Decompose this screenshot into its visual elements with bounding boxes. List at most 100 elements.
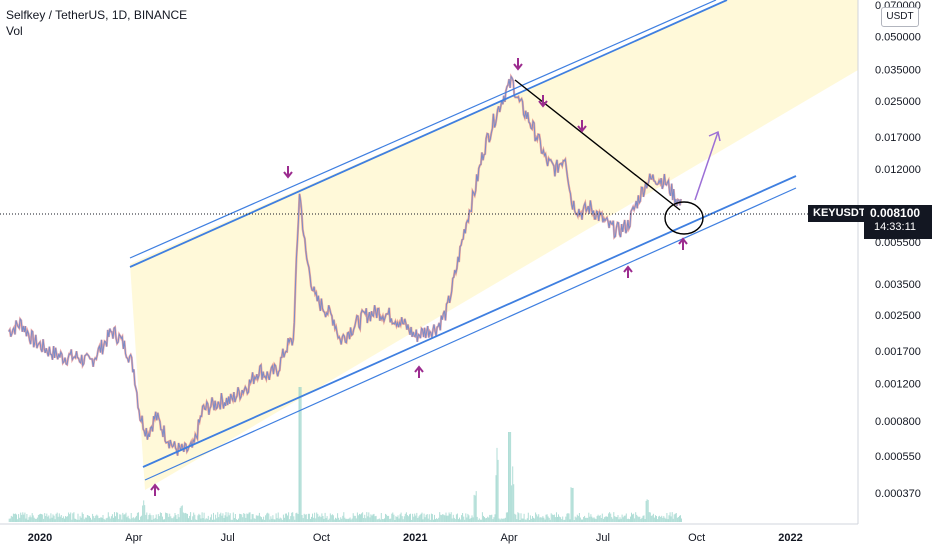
volume-bar bbox=[123, 514, 125, 522]
volume-bar bbox=[411, 519, 413, 522]
volume-bar bbox=[19, 517, 21, 522]
currency-button[interactable]: USDT bbox=[881, 7, 919, 27]
volume-bar bbox=[115, 516, 116, 522]
volume-bar bbox=[584, 515, 586, 522]
volume-bar bbox=[111, 514, 113, 522]
volume-bar bbox=[487, 516, 489, 522]
volume-bar bbox=[572, 487, 574, 522]
volume-bar bbox=[505, 512, 507, 522]
volume-bar bbox=[244, 514, 246, 522]
volume-bar bbox=[470, 517, 472, 522]
volume-bar bbox=[590, 514, 592, 522]
volume-bar bbox=[635, 512, 637, 522]
x-tick-label: 2021 bbox=[403, 532, 427, 544]
volume-bar bbox=[172, 518, 174, 522]
x-tick-label: Apr bbox=[500, 532, 517, 544]
volume-bar bbox=[120, 514, 122, 522]
volume-bar bbox=[540, 517, 542, 522]
volume-bar bbox=[658, 516, 660, 522]
volume-bar bbox=[18, 514, 20, 522]
volume-bar bbox=[650, 515, 652, 522]
volume-bar bbox=[173, 516, 175, 522]
volume-bar bbox=[269, 519, 271, 522]
volume-bar bbox=[303, 513, 305, 522]
volume-bar bbox=[442, 514, 444, 522]
volume-bar bbox=[465, 513, 467, 522]
volume-bar bbox=[643, 515, 645, 522]
volume-bar bbox=[549, 519, 551, 522]
volume-bar bbox=[405, 512, 407, 522]
volume-bar bbox=[97, 515, 99, 522]
volume-bar bbox=[159, 512, 161, 522]
volume-bar bbox=[612, 518, 614, 522]
volume-bar bbox=[142, 505, 144, 522]
volume-bar bbox=[342, 515, 344, 522]
volume-bar bbox=[101, 517, 103, 522]
volume-bar bbox=[569, 519, 571, 522]
volume-bar bbox=[423, 513, 425, 522]
volume-bar bbox=[601, 513, 603, 522]
volume-bar bbox=[121, 519, 123, 522]
volume-bar bbox=[468, 515, 470, 522]
volume-bar bbox=[27, 519, 29, 522]
y-tick-label: 0.025000 bbox=[875, 96, 921, 108]
annotations bbox=[0, 0, 858, 496]
volume-bar bbox=[175, 515, 177, 522]
volume-bar bbox=[193, 512, 195, 522]
volume-bar bbox=[606, 516, 607, 522]
volume-bar bbox=[171, 518, 173, 522]
volume-bar bbox=[300, 387, 302, 522]
volume-bar bbox=[472, 517, 474, 522]
volume-bar bbox=[366, 512, 368, 522]
volume-bar bbox=[203, 512, 205, 522]
volume-bar bbox=[539, 517, 541, 522]
volume-bar bbox=[12, 513, 14, 522]
price-axis[interactable]: 0.0700000.0500000.0350000.0250000.017000… bbox=[875, 0, 921, 500]
volume-bar bbox=[230, 519, 232, 522]
volume-bar bbox=[637, 516, 639, 522]
volume-bar bbox=[440, 514, 442, 522]
volume-bar bbox=[176, 518, 178, 522]
volume-bar bbox=[426, 514, 428, 522]
volume-bar bbox=[61, 518, 63, 522]
volume-bar bbox=[453, 517, 455, 522]
volume-bar bbox=[361, 513, 362, 522]
volume-bar bbox=[454, 519, 456, 522]
volume-bar bbox=[320, 517, 322, 522]
volume-bar bbox=[75, 519, 77, 522]
volume-bar bbox=[421, 512, 423, 522]
volume-bar bbox=[295, 513, 297, 522]
volume-bar bbox=[385, 513, 386, 522]
time-axis[interactable]: 2020 Apr Jul Oct 2021 Apr Jul Oct 2022 bbox=[28, 532, 803, 544]
volume-bar bbox=[566, 513, 568, 522]
volume-bar bbox=[70, 512, 72, 522]
volume-bar bbox=[392, 512, 394, 522]
volume-bar bbox=[34, 518, 36, 522]
volume-bar bbox=[293, 516, 295, 522]
volume-bar bbox=[473, 494, 475, 522]
volume-bar bbox=[429, 519, 431, 522]
volume-bar bbox=[145, 514, 147, 522]
volume-bar bbox=[362, 512, 364, 522]
volume-bar bbox=[287, 515, 288, 522]
volume-bar bbox=[304, 514, 306, 522]
volume-bar bbox=[665, 518, 667, 522]
volume-bar bbox=[406, 515, 408, 522]
volume-bar bbox=[537, 516, 539, 522]
volume-bar bbox=[533, 517, 534, 522]
volume-bar bbox=[124, 514, 126, 522]
volume-bar bbox=[236, 519, 237, 522]
volume-bar bbox=[277, 512, 279, 522]
volume-bar bbox=[242, 517, 244, 522]
volume-bar bbox=[360, 514, 361, 522]
volume-bar bbox=[243, 513, 245, 522]
volume-bar bbox=[153, 518, 155, 522]
volume-bar bbox=[158, 516, 160, 522]
volume-bar bbox=[183, 513, 185, 522]
volume-bar bbox=[625, 513, 627, 522]
volume-bar bbox=[336, 518, 337, 522]
volume-bar bbox=[347, 519, 349, 522]
volume-bar bbox=[367, 516, 369, 522]
volume-bar bbox=[35, 518, 37, 522]
